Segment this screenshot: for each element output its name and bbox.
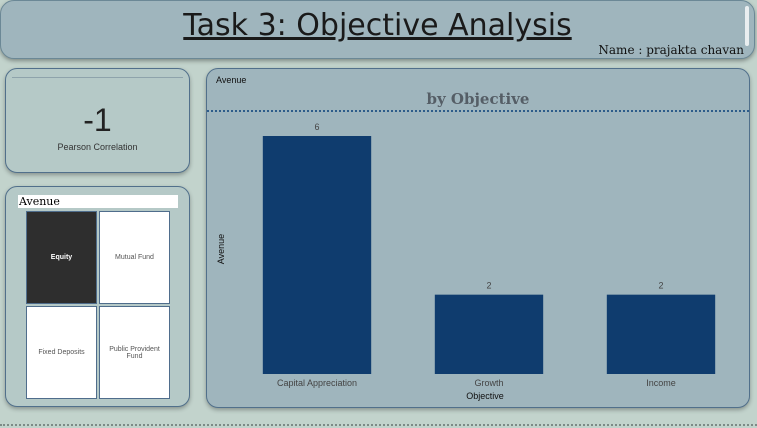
avenue-slicer: Avenue Equity Mutual Fund Fixed Deposits… (5, 186, 190, 407)
author-name: Name : prajakta chavan (598, 43, 744, 57)
y-axis-title: Avenue (216, 234, 226, 264)
bar (606, 294, 716, 374)
x-axis-title: Objective (466, 391, 504, 401)
kpi-label: Pearson Correlation (57, 142, 138, 152)
slicer-title: Avenue (18, 195, 178, 208)
data-label: 2 (658, 281, 663, 291)
page-title: Task 3: Objective Analysis (183, 8, 572, 43)
page-bottom-divider (0, 424, 757, 426)
kpi-divider (12, 77, 183, 78)
slicer-option-public-provident-fund[interactable]: Public Provident Fund (99, 306, 170, 399)
bar-chart: 6 Capital Appreciation 2 Growth 2 Income Objec… (216, 122, 716, 401)
chart-title: by Objective (426, 90, 530, 108)
slicer-option-fixed-deposits[interactable]: Fixed Deposits (26, 306, 97, 399)
slicer-option-label: Public Provident Fund (109, 345, 160, 360)
page-header: Task 3: Objective Analysis Name : prajak… (0, 0, 755, 59)
objective-chart-card: Avenue by Objective 6 Capital Appreciatio… (206, 68, 750, 408)
x-tick-label: Growth (474, 378, 503, 388)
kpi-card: -1 Pearson Correlation (5, 68, 190, 173)
bar (262, 136, 372, 374)
x-tick-label: Income (646, 378, 676, 388)
slicer-option-label: Equity (50, 254, 73, 261)
data-label: 6 (314, 122, 319, 132)
header-scrollbar[interactable] (745, 6, 749, 46)
slicer-option-label: Mutual Fund (115, 254, 154, 261)
slicer-option-label: Fixed Deposits (38, 349, 85, 356)
slicer-option-equity[interactable]: Equity (26, 211, 97, 304)
slicer-option-mutual-fund[interactable]: Mutual Fund (99, 211, 170, 304)
kpi-value: -1 (83, 102, 112, 138)
x-tick-label: Capital Appreciation (277, 378, 357, 388)
chart-tag: Avenue (216, 75, 247, 85)
data-label: 2 (486, 281, 491, 291)
bar (434, 294, 544, 374)
chart-title-divider (207, 110, 749, 112)
